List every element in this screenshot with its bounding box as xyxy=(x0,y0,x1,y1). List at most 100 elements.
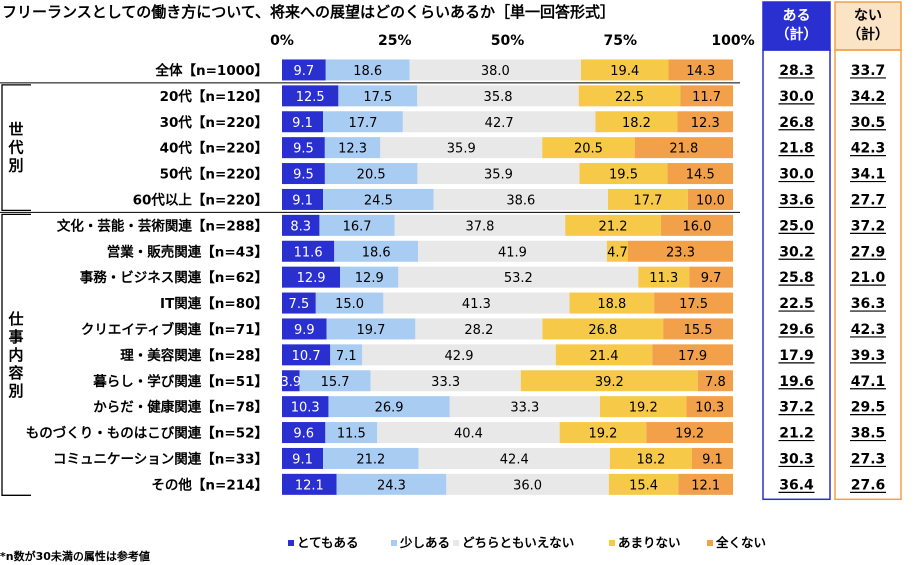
summary-value: 36.4 xyxy=(779,477,814,493)
data-label: 24.3 xyxy=(377,478,406,493)
data-label: 19.2 xyxy=(675,427,704,442)
row-label: からだ・健康関連【n=78】 xyxy=(93,399,268,416)
bar-segment xyxy=(330,344,363,366)
bar-segment xyxy=(606,240,629,262)
bar-segment xyxy=(446,473,609,495)
data-label: 21.8 xyxy=(669,142,698,157)
bar-segment xyxy=(282,85,339,107)
bar-segment xyxy=(668,59,733,81)
bar-segment xyxy=(282,344,331,366)
bar-segment xyxy=(323,111,403,133)
summary-header-label: （計） xyxy=(776,26,818,43)
data-label: 20.5 xyxy=(357,168,386,183)
data-label: 42.9 xyxy=(445,349,474,364)
data-label: 10.3 xyxy=(291,401,320,416)
x-tick-label: 75% xyxy=(603,33,637,49)
data-label: 24.5 xyxy=(364,193,393,208)
summary-value: 30.0 xyxy=(779,89,814,105)
bar-segment xyxy=(680,85,733,107)
summary-value: 33.6 xyxy=(779,192,814,208)
data-label: 9.5 xyxy=(293,142,314,157)
summary-value: 37.2 xyxy=(851,218,886,234)
data-label: 18.2 xyxy=(622,116,651,131)
bar-segment xyxy=(340,266,399,288)
bar-segment xyxy=(520,370,698,392)
x-tick-label: 100% xyxy=(711,33,754,49)
bar-segment xyxy=(686,396,733,418)
data-label: 9.7 xyxy=(294,64,315,79)
summary-value: 21.2 xyxy=(779,426,814,442)
data-label: 41.9 xyxy=(498,245,527,260)
x-tick-label: 25% xyxy=(378,33,412,49)
data-label: 12.9 xyxy=(355,271,384,286)
legend-label: 全くない xyxy=(715,535,766,550)
data-label: 12.3 xyxy=(338,142,367,157)
summary-value: 27.9 xyxy=(851,244,886,260)
bar-segment xyxy=(319,214,395,236)
data-label: 38.6 xyxy=(506,193,535,208)
row-label: 暮らし・学び関連【n=51】 xyxy=(92,373,268,390)
bar-segment xyxy=(687,188,733,210)
bar-segment xyxy=(417,163,580,185)
data-label: 15.7 xyxy=(321,375,350,390)
summary-value: 29.6 xyxy=(779,322,814,338)
summary-value: 26.8 xyxy=(779,115,814,131)
summary-header-box xyxy=(762,1,831,51)
summary-value: 47.1 xyxy=(851,374,886,390)
row-label: クリエイティブ関連【n=71】 xyxy=(81,321,268,338)
bar-segment xyxy=(325,59,410,81)
summary-value: 36.3 xyxy=(851,296,886,312)
legend-label: 少しある xyxy=(399,535,450,550)
summary-value: 19.6 xyxy=(779,374,814,390)
summary-value: 30.5 xyxy=(851,115,886,131)
data-label: 12.1 xyxy=(295,478,324,493)
data-label: 9.1 xyxy=(292,116,313,131)
summary-value: 30.0 xyxy=(779,167,814,183)
row-label: その他【n=214】 xyxy=(151,476,268,493)
data-label: 19.4 xyxy=(610,64,639,79)
data-label: 41.3 xyxy=(462,297,491,312)
data-label: 35.9 xyxy=(484,168,513,183)
bar-segment xyxy=(370,370,521,392)
bar-segment xyxy=(542,137,635,159)
bar-segment xyxy=(299,370,371,392)
data-label: 9.6 xyxy=(293,427,314,442)
summary-header-label: （計） xyxy=(847,26,889,43)
data-label: 10.0 xyxy=(696,193,725,208)
data-label: 18.2 xyxy=(636,452,665,467)
legend-swatch xyxy=(288,540,294,546)
summary-value: 22.5 xyxy=(779,296,814,312)
data-label: 39.2 xyxy=(595,375,624,390)
data-label: 21.2 xyxy=(599,219,628,234)
summary-value: 27.3 xyxy=(851,451,886,467)
data-label: 33.3 xyxy=(510,401,539,416)
bar-segment xyxy=(409,59,582,81)
data-label: 35.9 xyxy=(447,142,476,157)
bar-segment xyxy=(608,473,679,495)
bar-segment xyxy=(362,344,556,366)
data-label: 19.7 xyxy=(357,323,386,338)
summary-column-box xyxy=(762,49,831,501)
summary-header-label: ある xyxy=(783,8,811,24)
bar-segment xyxy=(338,85,418,107)
bar-segment xyxy=(326,318,416,340)
bar-segment xyxy=(433,188,608,210)
chart-title: フリーランスとしての働き方について、将来への展望はどのくらいあるか［単一回答形式… xyxy=(2,3,615,21)
data-label: 11.5 xyxy=(337,427,366,442)
summary-column-box xyxy=(834,49,902,501)
data-label: 12.1 xyxy=(691,478,720,493)
bar-segment xyxy=(581,59,669,81)
bar-segment xyxy=(691,447,733,469)
legend-swatch xyxy=(453,540,459,546)
summary-value: 21.0 xyxy=(851,270,886,286)
bar-segment xyxy=(282,266,341,288)
data-label: 18.6 xyxy=(362,245,391,260)
bar-segment xyxy=(324,137,381,159)
row-label: IT関連【n=80】 xyxy=(160,295,268,312)
bar-segment xyxy=(663,318,733,340)
bar-segment xyxy=(315,292,384,314)
row-label: 理・美容関連【n=28】 xyxy=(120,347,268,364)
bar-segment xyxy=(678,473,733,495)
data-label: 9.1 xyxy=(292,452,313,467)
